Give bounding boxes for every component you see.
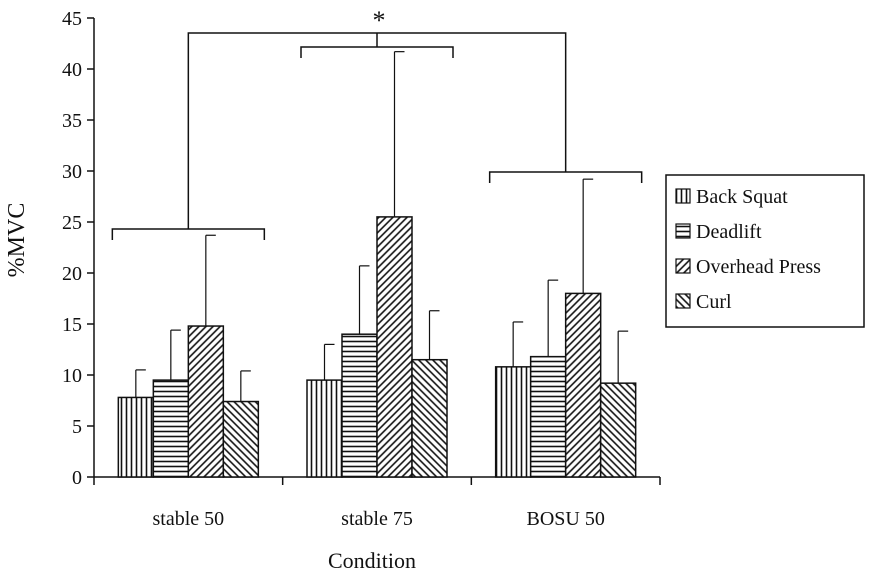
y-tick-label: 0 [72, 467, 82, 489]
bar-overhead-press [564, 292, 602, 478]
y-tick-label: 5 [72, 416, 82, 438]
bar-back-squat [306, 379, 343, 478]
bracket-comparison [187, 32, 567, 229]
bracket-bosu-50 [488, 171, 643, 183]
y-tick-label: 20 [62, 263, 82, 285]
y-tick-label: 15 [62, 314, 82, 336]
bracket-stable-50 [111, 228, 266, 240]
bar-curl [222, 400, 260, 478]
x-tick-label: BOSU 50 [526, 508, 604, 530]
significance-marker: * [373, 6, 386, 35]
bar-overhead-press [187, 325, 225, 478]
y-axis-title: %MVC [4, 203, 30, 278]
bar-deadlift [341, 333, 378, 478]
bar-curl [599, 382, 637, 478]
legend-label: Overhead Press [696, 256, 821, 278]
y-tick-label: 40 [62, 59, 82, 81]
bar-deadlift [529, 355, 567, 478]
y-tick-label: 35 [62, 110, 82, 132]
legend-label: Curl [696, 291, 732, 313]
plot-area: 0 5 10 15 20 25 30 35 40 45 stable 50 stable 75 BOSU… [62, 8, 865, 530]
bar-back-squat [117, 396, 155, 478]
y-tick-label: 45 [62, 8, 82, 30]
y-tick-label: 25 [62, 212, 82, 234]
bar-deadlift [152, 379, 190, 478]
legend-swatch [675, 223, 691, 239]
bracket-stable-75 [300, 46, 454, 58]
legend-swatch [675, 188, 691, 204]
legend-box [665, 174, 865, 328]
legend-label: Back Squat [696, 186, 788, 208]
bar-overhead-press [376, 216, 413, 478]
y-tick-label: 10 [62, 365, 82, 387]
y-tick-label: 30 [62, 161, 82, 183]
x-tick-label: stable 50 [153, 508, 225, 530]
x-axis-title: Condition [328, 548, 416, 573]
legend-swatch [675, 258, 691, 274]
x-tick-label: stable 75 [341, 508, 413, 530]
bar-curl [411, 358, 448, 478]
legend-swatch [675, 293, 691, 309]
bar-back-squat [494, 366, 532, 478]
legend-label: Deadlift [696, 221, 762, 243]
